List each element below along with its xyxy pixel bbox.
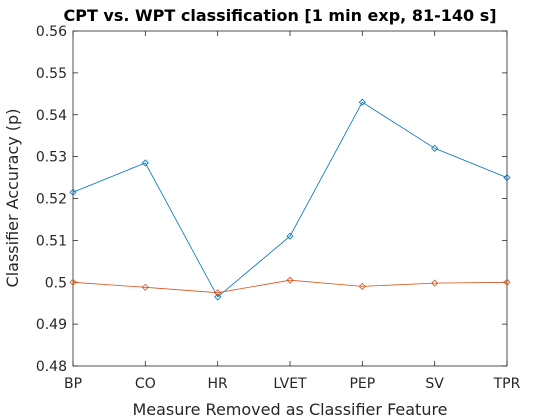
series-1-point xyxy=(214,293,222,301)
x-tick-label: TPR xyxy=(493,376,521,392)
y-tick-label: 0.52 xyxy=(36,192,67,208)
series-2-point xyxy=(503,278,511,286)
series-2-point xyxy=(214,289,222,297)
series-1-point xyxy=(286,232,294,240)
y-axis-label: Classifier Accuracy (p) xyxy=(3,109,22,288)
series-2-point xyxy=(358,282,366,291)
x-tick-label: SV xyxy=(425,376,444,392)
series-2-point xyxy=(286,276,294,284)
series-2-point xyxy=(69,278,77,286)
x-tick-label: PEP xyxy=(349,376,375,392)
series-1-point xyxy=(141,159,149,167)
axes-box xyxy=(72,30,508,367)
series-2-line xyxy=(72,279,508,294)
plot-area: 0.48 0.49 0.5 0.51 0.52 0.53 0.54 0.55 0.56 BP CO H… xyxy=(36,24,521,392)
y-tick-label: 0.55 xyxy=(36,66,67,82)
x-tick-label: LVET xyxy=(273,376,307,392)
series-1-point xyxy=(69,188,77,196)
y-tick-label: 0.48 xyxy=(36,359,67,375)
series-2-point xyxy=(141,283,149,291)
series-1-point xyxy=(503,173,511,182)
series-1-point xyxy=(431,144,439,152)
y-tick-label: 0.56 xyxy=(36,24,67,40)
series-2-point xyxy=(431,279,439,287)
x-tick-label: BP xyxy=(64,376,82,392)
y-tick-label: 0.5 xyxy=(45,275,67,291)
series-1-point xyxy=(358,98,366,106)
y-tick-label: 0.53 xyxy=(36,150,67,166)
y-tick-label: 0.54 xyxy=(36,108,67,124)
x-tick-label: HR xyxy=(208,376,229,392)
series-1-line xyxy=(72,101,508,298)
y-tick-label: 0.51 xyxy=(36,233,67,249)
x-tick-label: CO xyxy=(135,376,156,392)
chart-title: CPT vs. WPT classification [1 min exp, 8… xyxy=(63,6,496,25)
x-axis-label: Measure Removed as Classifier Feature xyxy=(132,400,447,419)
y-tick-label: 0.49 xyxy=(36,317,67,333)
